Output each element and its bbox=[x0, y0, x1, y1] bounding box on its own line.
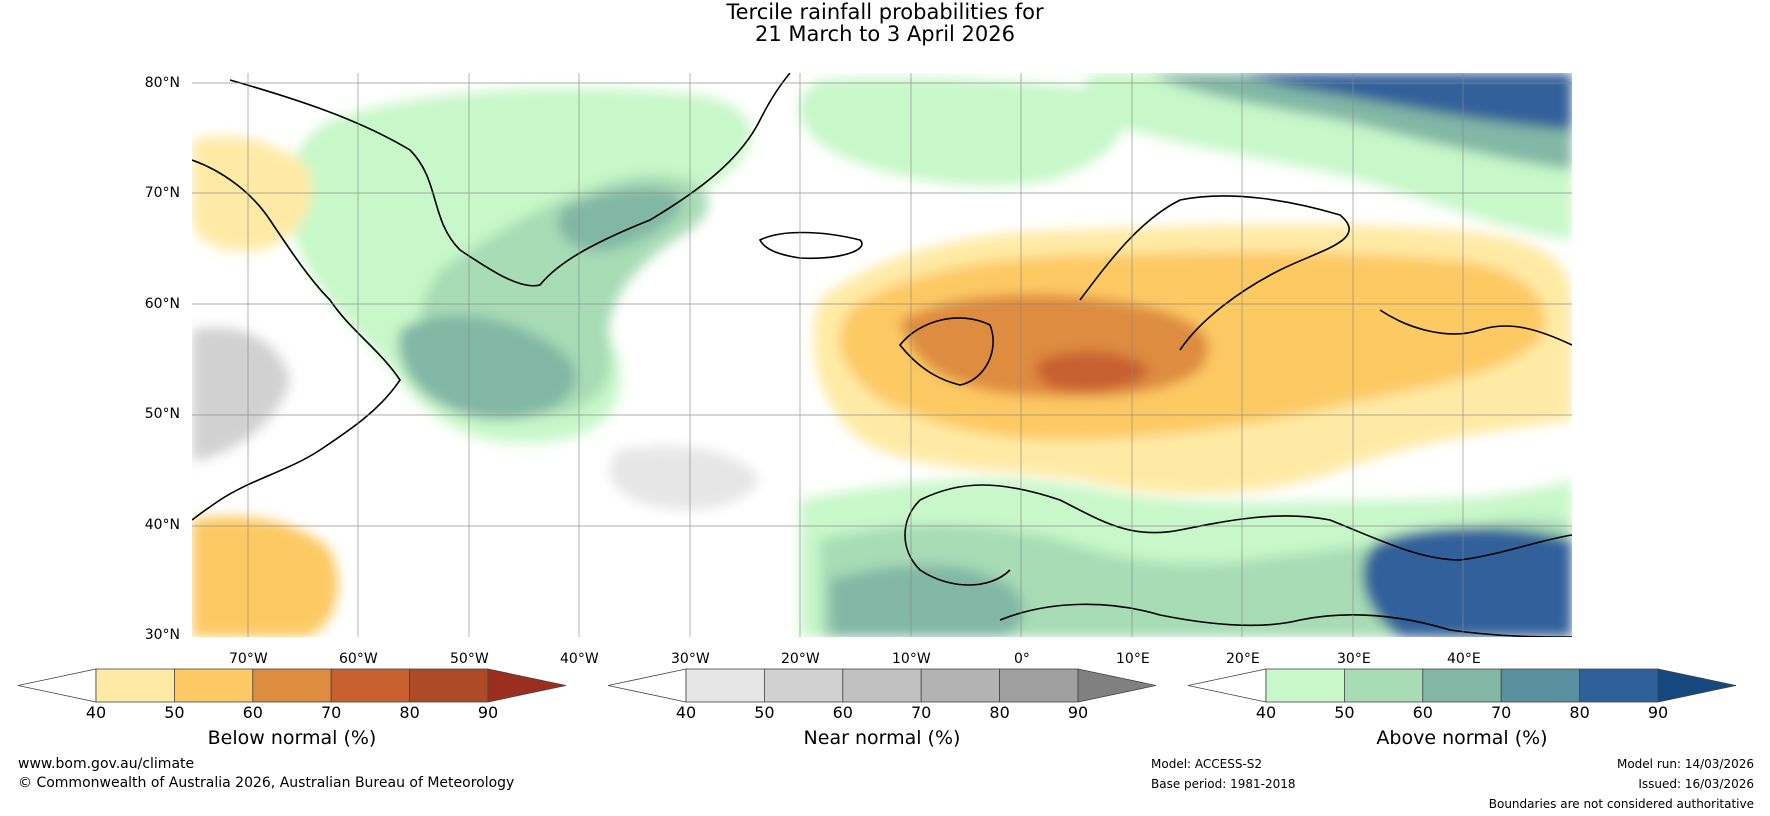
lon-label: 20°W bbox=[781, 651, 820, 667]
colorbar-segment bbox=[252, 668, 332, 703]
lat-label: 40°N bbox=[144, 517, 180, 533]
colorbar-tick-label: 70 bbox=[1491, 703, 1512, 722]
lat-label: 80°N bbox=[144, 75, 180, 91]
legend-title-near: Near normal (%) bbox=[803, 727, 961, 749]
colorbar-tick-label: 80 bbox=[1569, 703, 1590, 722]
colorbar-segment bbox=[173, 668, 254, 703]
colorbar-tick-label: 40 bbox=[675, 703, 697, 722]
lon-label: 40°E bbox=[1447, 651, 1481, 667]
lon-label: 0° bbox=[1014, 651, 1030, 667]
colorbar-tick-label: 50 bbox=[164, 703, 185, 722]
colorbar-extend-low bbox=[17, 668, 97, 703]
colorbar-segment bbox=[1344, 668, 1424, 703]
colorbar-extend-low bbox=[607, 668, 687, 703]
lon-label: 30°W bbox=[671, 651, 710, 667]
model-text: Model: ACCESS-S2 bbox=[1151, 757, 1263, 771]
lat-label: 70°N bbox=[144, 185, 180, 201]
colorbar-extend-high bbox=[1657, 668, 1737, 703]
colorbar-segment bbox=[330, 668, 411, 703]
colorbar-segment bbox=[764, 668, 844, 703]
issued-text: Issued: 16/03/2026 bbox=[1638, 777, 1754, 791]
lon-label: 10°E bbox=[1116, 651, 1150, 667]
colorbar-extend-high bbox=[487, 668, 567, 703]
lat-label: 50°N bbox=[144, 406, 180, 422]
colorbar-segment bbox=[1265, 668, 1345, 703]
copyright-text: © Commonwealth of Australia 2026, Austra… bbox=[18, 775, 515, 791]
colorbar-near-normal bbox=[607, 668, 1157, 703]
disclaimer-text: Boundaries are not considered authoritat… bbox=[1488, 797, 1754, 811]
colorbar-segment bbox=[1422, 668, 1502, 703]
colorbar-tick-label: 90 bbox=[1647, 703, 1669, 722]
map-title: Tercile rainfall probabilities for bbox=[726, 0, 1044, 24]
lon-label: 60°W bbox=[339, 651, 378, 667]
colorbar-segment bbox=[842, 668, 922, 703]
colorbar-tick-label: 70 bbox=[911, 703, 932, 722]
colorbar-tick-label: 40 bbox=[1255, 703, 1277, 722]
colorbar-tick-label: 90 bbox=[1067, 703, 1089, 722]
colorbar-below-normal bbox=[17, 668, 567, 703]
colorbar-tick-label: 80 bbox=[989, 703, 1010, 722]
colorbar-tick-label: 60 bbox=[1412, 703, 1433, 722]
colorbar-tick-label: 80 bbox=[399, 703, 420, 722]
legend-title-below: Below normal (%) bbox=[207, 727, 377, 749]
map-subtitle: 21 March to 3 April 2026 bbox=[755, 22, 1015, 46]
colorbar-above-normal bbox=[1187, 668, 1737, 703]
colorbar-tick-label: 50 bbox=[1334, 703, 1355, 722]
colorbar-tick-label: 60 bbox=[832, 703, 853, 722]
colorbar-segment bbox=[1579, 668, 1659, 703]
colorbar-segment bbox=[1500, 668, 1580, 703]
lon-label: 10°W bbox=[892, 651, 931, 667]
colorbar-segment bbox=[920, 668, 1001, 703]
colorbar-tick-label: 50 bbox=[754, 703, 775, 722]
lon-label: 70°W bbox=[229, 651, 268, 667]
lat-label: 60°N bbox=[144, 296, 180, 312]
legend-title-above: Above normal (%) bbox=[1376, 727, 1548, 749]
model-run-text: Model run: 14/03/2026 bbox=[1616, 757, 1754, 771]
base-period-text: Base period: 1981-2018 bbox=[1151, 777, 1296, 791]
colorbar-segment bbox=[409, 668, 489, 703]
colorbar-extend-high bbox=[1077, 668, 1157, 703]
lon-label: 40°W bbox=[560, 651, 599, 667]
colorbar-extend-low bbox=[1187, 668, 1267, 703]
lon-label: 50°W bbox=[450, 651, 489, 667]
lon-label: 30°E bbox=[1337, 651, 1371, 667]
colorbar-segment bbox=[685, 668, 765, 703]
colorbar-tick-label: 70 bbox=[321, 703, 342, 722]
colorbar-segment bbox=[95, 668, 175, 703]
lon-label: 20°E bbox=[1226, 651, 1260, 667]
colorbar-tick-label: 60 bbox=[242, 703, 263, 722]
website-text: www.bom.gov.au/climate bbox=[18, 756, 195, 772]
colorbar-tick-label: 40 bbox=[85, 703, 107, 722]
map-field bbox=[192, 73, 1572, 637]
lat-label: 30°N bbox=[144, 627, 180, 643]
colorbar-tick-label: 90 bbox=[477, 703, 499, 722]
colorbar-segment bbox=[999, 668, 1079, 703]
